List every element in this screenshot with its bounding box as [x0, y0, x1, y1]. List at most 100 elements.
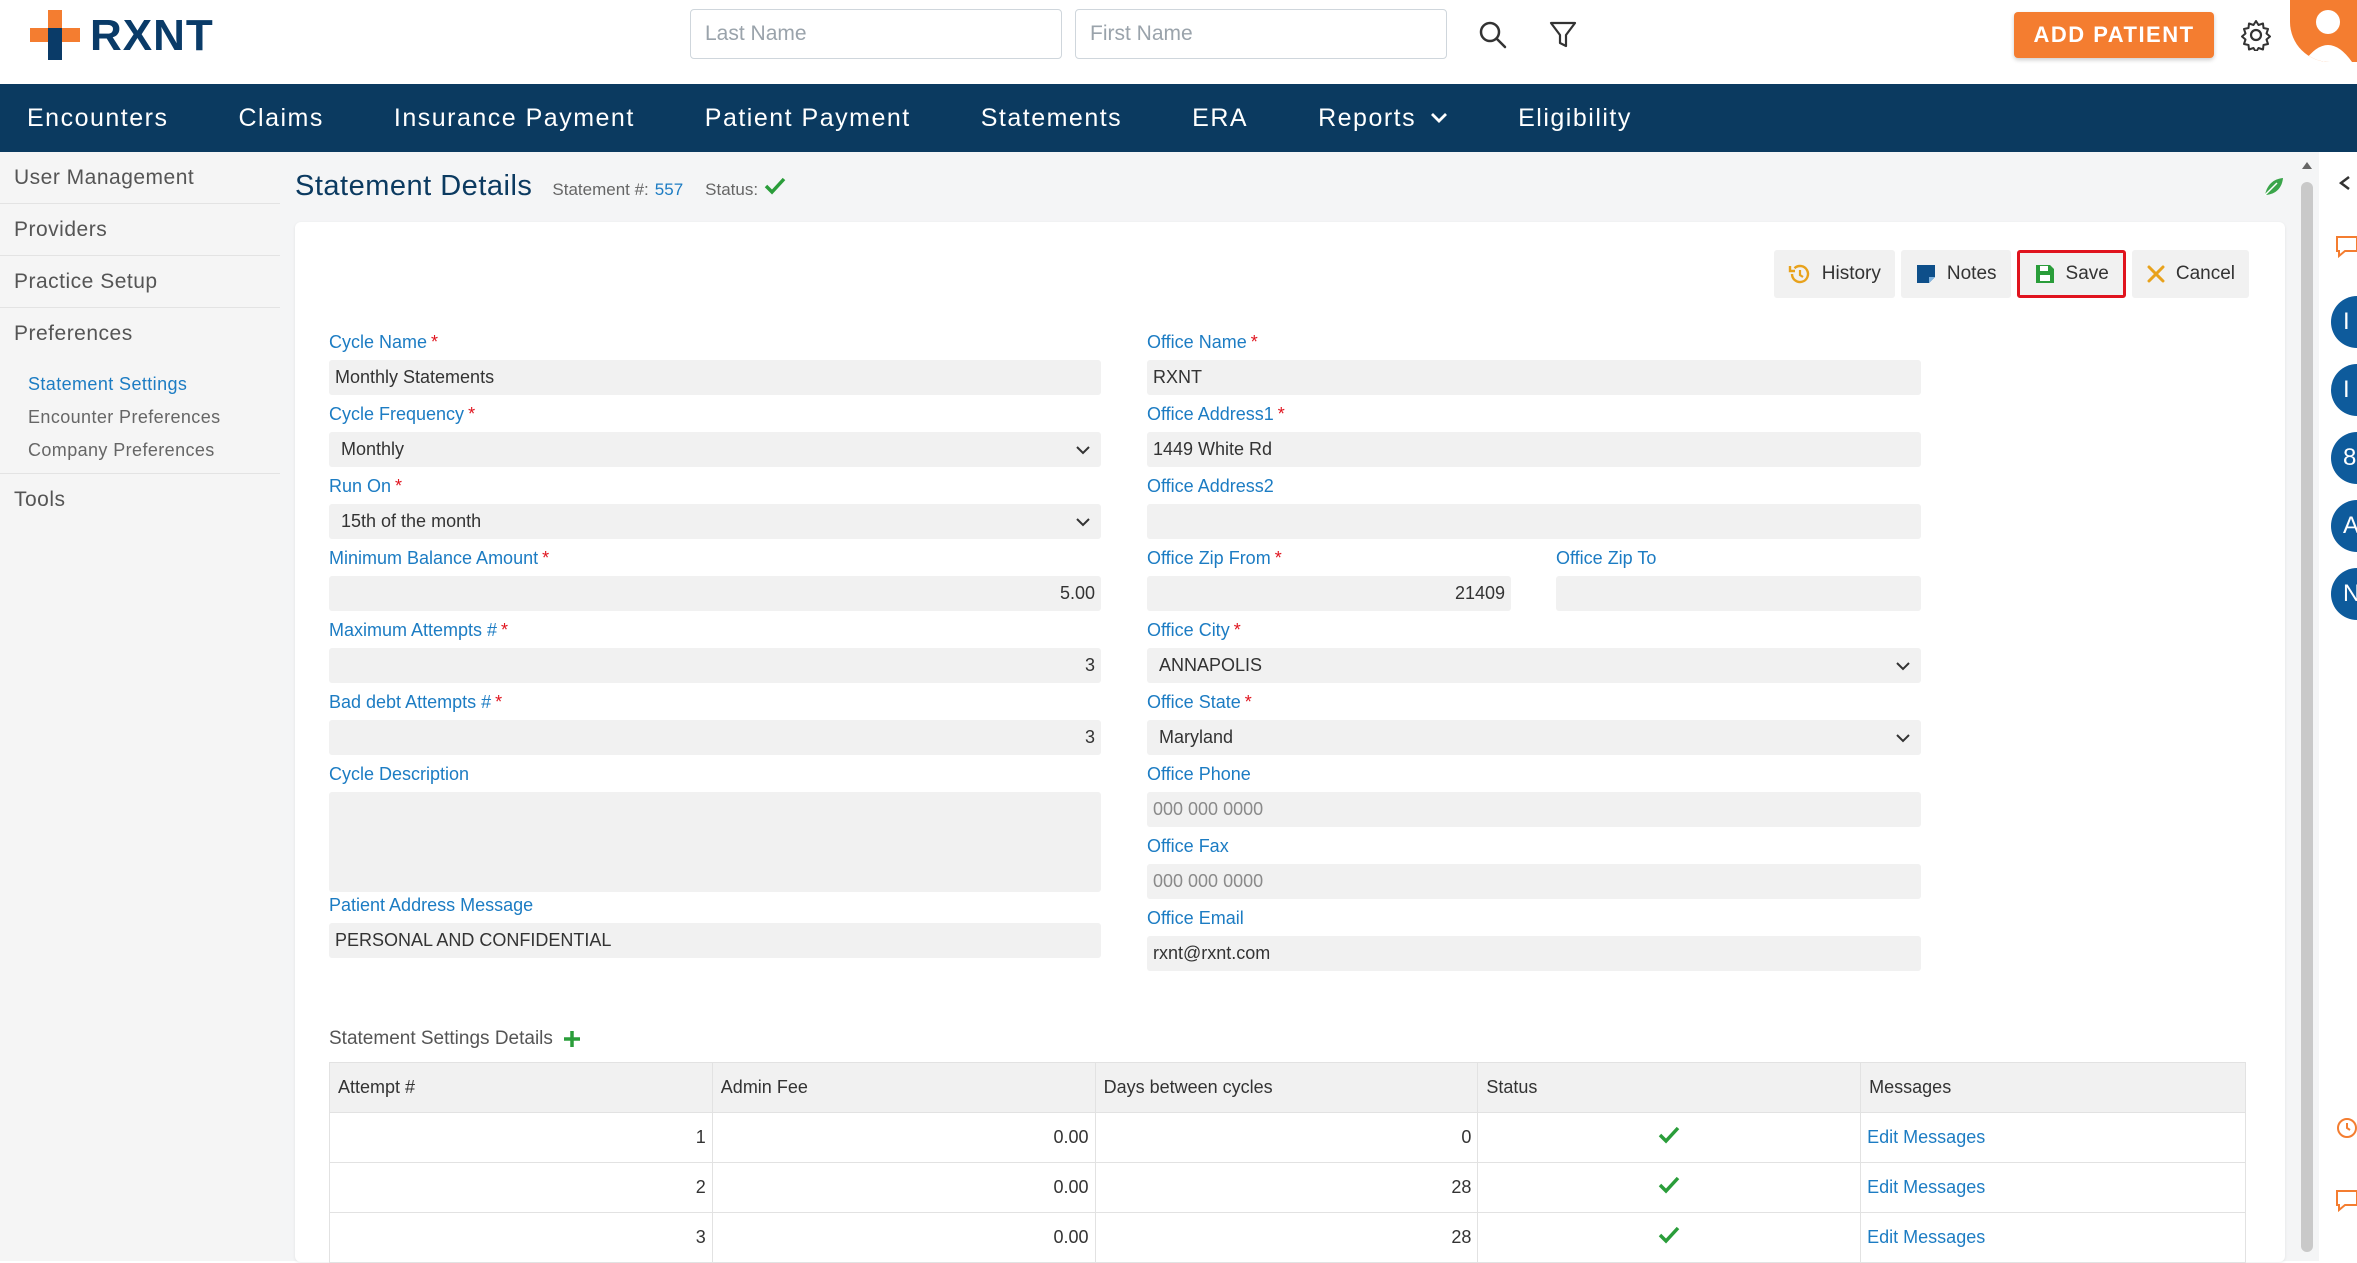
- office-phone-input[interactable]: 000 000 0000: [1147, 792, 1921, 827]
- filter-icon[interactable]: [1544, 16, 1582, 54]
- sidebar-item-practice-setup[interactable]: Practice Setup: [0, 256, 280, 308]
- office-city-label: Office City: [1147, 620, 1230, 640]
- office-fax-field: Office Fax 000 000 0000: [1147, 836, 1921, 899]
- search-icon[interactable]: [1474, 16, 1512, 54]
- nav-patient-payment[interactable]: Patient Payment: [704, 103, 911, 132]
- patient-address-message-input[interactable]: PERSONAL AND CONFIDENTIAL: [329, 923, 1101, 958]
- rail-avatar-3[interactable]: 8: [2331, 432, 2357, 484]
- attempt-cell: 2: [329, 1162, 713, 1213]
- attempt-cell: 3: [329, 1212, 713, 1263]
- col-messages[interactable]: Messages: [1860, 1062, 2246, 1113]
- cycle-name-input[interactable]: Monthly Statements: [329, 360, 1101, 395]
- col-admin-fee[interactable]: Admin Fee: [711, 1062, 1096, 1113]
- sidebar-item-tools[interactable]: Tools: [14, 488, 66, 511]
- office-zip-from-input[interactable]: 21409: [1147, 576, 1511, 611]
- rail-avatar-4[interactable]: A: [2331, 500, 2357, 552]
- sidebar: User Management Providers Practice Setup…: [0, 152, 280, 1261]
- edit-messages-link[interactable]: Edit Messages: [1860, 1112, 2246, 1163]
- scrollbar-thumb[interactable]: [2301, 182, 2313, 1252]
- col-days[interactable]: Days between cycles: [1094, 1062, 1479, 1113]
- office-name-input[interactable]: RXNT: [1147, 360, 1921, 395]
- cancel-button[interactable]: Cancel: [2131, 250, 2249, 298]
- add-patient-button[interactable]: ADD PATIENT: [2014, 12, 2214, 58]
- table-header-row: Attempt # Admin Fee Days between cycles …: [329, 1062, 2246, 1113]
- admin-fee-cell: 0.00: [711, 1162, 1096, 1213]
- col-attempt[interactable]: Attempt #: [329, 1062, 713, 1113]
- max-attempts-label: Maximum Attempts #: [329, 620, 498, 640]
- history-label: History: [1821, 263, 1881, 284]
- collapse-arrow-icon[interactable]: [2339, 176, 2351, 190]
- nav-encounters[interactable]: Encounters: [27, 103, 169, 132]
- run-on-field: Run On * 15th of the month: [329, 476, 1101, 539]
- page-title: Statement Details: [295, 170, 533, 202]
- max-attempts-field: Maximum Attempts # * 3: [329, 620, 1101, 683]
- sidebar-item-statement-settings[interactable]: Statement Settings: [28, 374, 188, 394]
- action-toolbar: History Notes Save Cancel: [1773, 250, 2249, 298]
- min-balance-input[interactable]: 5.00: [329, 576, 1101, 611]
- col-status[interactable]: Status: [1477, 1062, 1862, 1113]
- nav-era[interactable]: ERA: [1192, 103, 1249, 132]
- office-zip-to-input[interactable]: [1556, 576, 1921, 611]
- history-button[interactable]: History: [1773, 250, 1895, 298]
- gear-icon[interactable]: [2237, 16, 2275, 54]
- rail-avatar-2[interactable]: I: [2331, 364, 2357, 416]
- add-icon[interactable]: [563, 1030, 581, 1048]
- max-attempts-input[interactable]: 3: [329, 648, 1101, 683]
- edit-messages-link[interactable]: Edit Messages: [1860, 1162, 2246, 1213]
- message-icon[interactable]: [2335, 1188, 2357, 1212]
- first-name-input[interactable]: [1075, 9, 1447, 59]
- edit-messages-link[interactable]: Edit Messages: [1860, 1212, 2246, 1263]
- rail-avatar-5[interactable]: N: [2331, 568, 2357, 620]
- rxnt-logo[interactable]: RXNT: [28, 8, 214, 64]
- office-zip-to-label: Office Zip To: [1556, 548, 1657, 568]
- cycle-description-field: Cycle Description: [329, 764, 1101, 892]
- cycle-frequency-select[interactable]: Monthly: [329, 432, 1101, 467]
- clock-icon[interactable]: [2335, 1116, 2357, 1140]
- vertical-scrollbar[interactable]: [2295, 152, 2319, 1261]
- main-nav: Encounters Claims Insurance Payment Pati…: [0, 84, 2357, 152]
- sidebar-item-providers[interactable]: Providers: [0, 204, 280, 256]
- save-button[interactable]: Save: [2016, 250, 2126, 298]
- office-zip-to-field: Office Zip To: [1556, 548, 1921, 611]
- table-row: 2 0.00 28 Edit Messages: [329, 1162, 2246, 1213]
- run-on-select[interactable]: 15th of the month: [329, 504, 1101, 539]
- office-address1-input[interactable]: 1449 White Rd: [1147, 432, 1921, 467]
- brand-name: RXNT: [90, 11, 214, 60]
- save-label: Save: [2065, 263, 2109, 284]
- sidebar-item-company-preferences[interactable]: Company Preferences: [28, 440, 215, 460]
- office-city-value: ANNAPOLIS: [1159, 655, 1263, 675]
- nav-claims[interactable]: Claims: [238, 103, 324, 132]
- history-icon: [1788, 264, 1809, 284]
- min-balance-field: Minimum Balance Amount * 5.00: [329, 548, 1101, 611]
- sidebar-item-encounter-preferences[interactable]: Encounter Preferences: [28, 407, 221, 427]
- cancel-label: Cancel: [2175, 263, 2235, 284]
- nav-statements[interactable]: Statements: [980, 103, 1123, 132]
- nav-reports[interactable]: Reports: [1318, 104, 1448, 133]
- attempt-cell: 1: [329, 1112, 713, 1163]
- scroll-up-icon[interactable]: [2301, 160, 2313, 170]
- notes-button[interactable]: Notes: [1900, 250, 2011, 298]
- user-avatar[interactable]: [2290, 0, 2357, 62]
- office-email-input[interactable]: rxnt@rxnt.com: [1147, 936, 1921, 971]
- office-fax-input[interactable]: 000 000 0000: [1147, 864, 1921, 899]
- nav-insurance-payment[interactable]: Insurance Payment: [393, 103, 635, 132]
- nav-eligibility[interactable]: Eligibility: [1518, 103, 1632, 132]
- office-address2-input[interactable]: [1147, 504, 1921, 539]
- last-name-input[interactable]: [690, 9, 1062, 59]
- statement-number-label: Statement #:: [552, 180, 649, 199]
- cycle-name-label: Cycle Name: [329, 332, 428, 352]
- rail-avatar-1[interactable]: I: [2331, 296, 2357, 348]
- sidebar-item-preferences[interactable]: Preferences: [14, 322, 133, 345]
- sidebar-item-user-management[interactable]: User Management: [0, 152, 280, 204]
- office-zip-from-field: Office Zip From * 21409: [1147, 548, 1511, 611]
- chat-icon[interactable]: [2335, 234, 2357, 258]
- right-rail: I I 8 A N: [2319, 152, 2357, 1261]
- check-icon: [1659, 1126, 1680, 1144]
- patient-address-message-field: Patient Address Message PERSONAL AND CON…: [329, 895, 1101, 958]
- office-state-select[interactable]: Maryland: [1147, 720, 1921, 755]
- cycle-description-textarea[interactable]: [329, 792, 1101, 892]
- status-cell: [1477, 1212, 1862, 1263]
- office-address2-label: Office Address2: [1147, 476, 1274, 496]
- bad-debt-input[interactable]: 3: [329, 720, 1101, 755]
- office-city-select[interactable]: ANNAPOLIS: [1147, 648, 1921, 683]
